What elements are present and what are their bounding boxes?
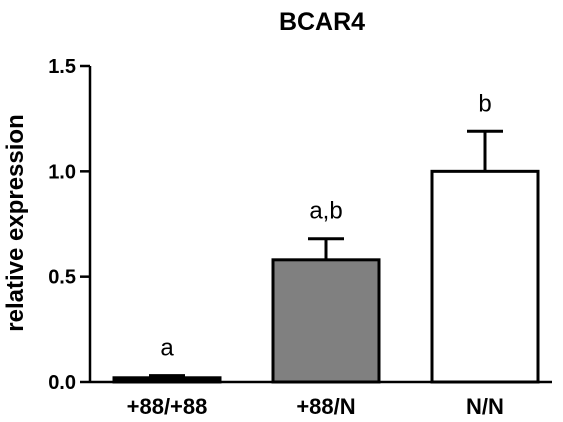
- y-axis-label: relative expression: [2, 114, 29, 331]
- significance-label: b: [478, 90, 491, 117]
- x-tick-label: +88/+88: [127, 394, 208, 419]
- x-tick-label: +88/N: [296, 394, 355, 419]
- significance-label: a,b: [309, 198, 342, 225]
- bar: [112, 376, 222, 384]
- bar: [430, 169, 540, 384]
- x-tick-label: N/N: [466, 394, 504, 419]
- significance-label: a: [160, 335, 174, 362]
- chart-title: BCAR4: [279, 8, 365, 36]
- y-tick-label: 1.0: [48, 161, 76, 183]
- y-tick-label: 1.5: [48, 56, 76, 78]
- y-tick-label: 0.0: [48, 372, 76, 394]
- bar: [271, 258, 381, 384]
- y-tick-label: 0.5: [48, 267, 76, 289]
